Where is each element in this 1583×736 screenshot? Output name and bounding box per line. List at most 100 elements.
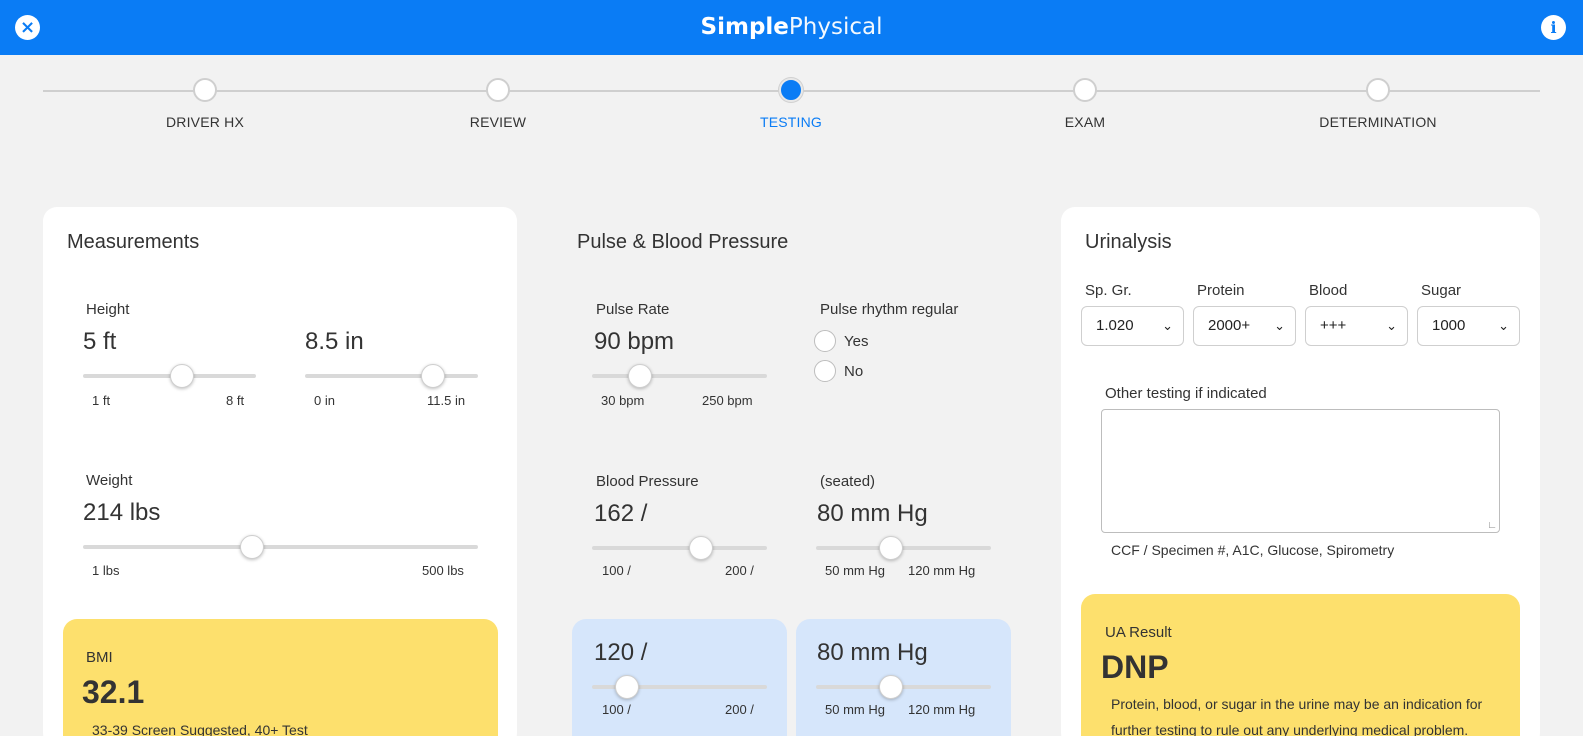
pulse-rate-label: Pulse Rate bbox=[596, 301, 670, 318]
info-icon[interactable]: i bbox=[1541, 15, 1566, 40]
height-feet-value: 5 ft bbox=[83, 328, 117, 355]
recheck-diastolic-max: 120 mm Hg bbox=[908, 702, 976, 717]
step-driver-hx[interactable]: DRIVER HX bbox=[105, 78, 305, 130]
blood-select[interactable]: +++ ⌄ bbox=[1305, 306, 1408, 346]
weight-label: Weight bbox=[86, 472, 133, 489]
chevron-down-icon: ⌄ bbox=[1162, 318, 1173, 333]
step-dot bbox=[193, 78, 217, 102]
sugar-label: Sugar bbox=[1421, 282, 1462, 299]
systolic-slider[interactable] bbox=[592, 536, 767, 560]
weight-max: 500 lbs bbox=[422, 563, 464, 578]
step-label: DETERMINATION bbox=[1319, 114, 1437, 130]
slider-thumb[interactable] bbox=[627, 364, 652, 388]
other-testing-label: Other testing if indicated bbox=[1105, 385, 1267, 402]
rhythm-no-label: No bbox=[844, 362, 864, 380]
resize-grip-icon[interactable]: ∟ bbox=[1487, 520, 1497, 531]
systolic-min: 100 / bbox=[602, 563, 631, 578]
blood-label: Blood bbox=[1309, 282, 1348, 299]
step-dot bbox=[486, 78, 510, 102]
other-testing-textarea[interactable]: ∟ bbox=[1101, 409, 1500, 533]
blood-pressure-label: Blood Pressure bbox=[596, 473, 699, 490]
slider-thumb[interactable] bbox=[879, 536, 904, 560]
step-review[interactable]: REVIEW bbox=[398, 78, 598, 130]
step-testing[interactable]: TESTING bbox=[691, 78, 891, 130]
height-label: Height bbox=[86, 301, 130, 318]
slider-thumb[interactable] bbox=[615, 675, 639, 699]
urinalysis-card: Urinalysis Sp. Gr. 1.020 ⌄ Protein 2000+ ⌄… bbox=[1061, 207, 1540, 736]
recheck-diastolic-min: 50 mm Hg bbox=[825, 702, 885, 717]
chevron-down-icon: ⌄ bbox=[1274, 318, 1285, 333]
ua-result-label: UA Result bbox=[1105, 624, 1172, 641]
bmi-value: 32.1 bbox=[82, 674, 145, 710]
step-exam[interactable]: EXAM bbox=[985, 78, 1185, 130]
slider-track bbox=[592, 546, 767, 550]
brand-bold: Simple bbox=[700, 14, 789, 40]
measurements-card: Measurements Height 5 ft 1 ft 8 ft 8.5 i… bbox=[43, 207, 517, 736]
step-dot bbox=[1366, 78, 1390, 102]
step-label: REVIEW bbox=[469, 114, 527, 130]
slider-thumb[interactable] bbox=[420, 364, 445, 388]
step-label: DRIVER HX bbox=[165, 114, 245, 130]
slider-track bbox=[305, 374, 478, 378]
rhythm-yes-radio[interactable]: Yes bbox=[814, 330, 868, 352]
step-determination[interactable]: DETERMINATION bbox=[1278, 78, 1478, 130]
weight-slider[interactable] bbox=[83, 535, 478, 559]
systolic-value: 162 / bbox=[594, 500, 648, 527]
recheck-diastolic-panel: 80 mm Hg 50 mm Hg 120 mm Hg bbox=[796, 619, 1011, 736]
pulse-rhythm-label: Pulse rhythm regular bbox=[820, 301, 959, 318]
slider-thumb[interactable] bbox=[239, 535, 264, 559]
systolic-max: 200 / bbox=[725, 563, 754, 578]
height-feet-slider[interactable] bbox=[83, 364, 256, 388]
recheck-systolic-max: 200 / bbox=[725, 702, 754, 717]
radio-circle[interactable] bbox=[814, 360, 836, 382]
radio-circle[interactable] bbox=[814, 330, 836, 352]
diastolic-min: 50 mm Hg bbox=[825, 563, 885, 578]
pulse-bp-title: Pulse & Blood Pressure bbox=[577, 231, 789, 253]
step-label: TESTING bbox=[759, 114, 823, 130]
recheck-systolic-slider[interactable] bbox=[592, 675, 767, 699]
height-inches-slider[interactable] bbox=[305, 364, 478, 388]
ua-result-note: Protein, blood, or sugar in the urine ma… bbox=[1111, 696, 1483, 736]
slider-track bbox=[816, 685, 991, 689]
protein-select[interactable]: 2000+ ⌄ bbox=[1193, 306, 1296, 346]
bmi-note: 33-39 Screen Suggested, 40+ Test bbox=[92, 722, 308, 736]
pulse-rate-slider[interactable] bbox=[592, 364, 767, 388]
sp-gr-label: Sp. Gr. bbox=[1085, 282, 1132, 299]
recheck-diastolic-slider[interactable] bbox=[816, 675, 991, 699]
diastolic-slider[interactable] bbox=[816, 536, 991, 560]
sugar-value: 1000 bbox=[1432, 317, 1466, 334]
chevron-down-icon: ⌄ bbox=[1386, 318, 1397, 333]
sp-gr-value: 1.020 bbox=[1096, 317, 1134, 334]
slider-thumb[interactable] bbox=[879, 675, 904, 699]
slider-thumb[interactable] bbox=[169, 364, 194, 388]
height-feet-min: 1 ft bbox=[92, 393, 111, 408]
brand-light: Physical bbox=[788, 14, 883, 40]
protein-label: Protein bbox=[1197, 282, 1245, 299]
sugar-select[interactable]: 1000 ⌄ bbox=[1417, 306, 1520, 346]
recheck-systolic-value: 120 / bbox=[594, 639, 648, 666]
urinalysis-title: Urinalysis bbox=[1085, 231, 1172, 253]
brand-logo: SimplePhysical bbox=[0, 14, 1583, 40]
ua-result-value: DNP bbox=[1101, 649, 1169, 685]
sp-gr-select[interactable]: 1.020 ⌄ bbox=[1081, 306, 1184, 346]
protein-value: 2000+ bbox=[1208, 317, 1251, 334]
ua-result-panel: UA Result DNP Protein, blood, or sugar i… bbox=[1081, 594, 1520, 736]
pulse-min: 30 bpm bbox=[601, 393, 645, 408]
step-dot-active bbox=[779, 78, 803, 102]
slider-thumb[interactable] bbox=[688, 536, 713, 560]
chevron-down-icon: ⌄ bbox=[1498, 318, 1509, 333]
pulse-max: 250 bpm bbox=[702, 393, 753, 408]
seated-label: (seated) bbox=[820, 473, 876, 490]
rhythm-no-radio[interactable]: No bbox=[814, 360, 863, 382]
recheck-systolic-panel: 120 / 100 / 200 / bbox=[572, 619, 787, 736]
blood-value: +++ bbox=[1320, 317, 1347, 334]
slider-track bbox=[816, 546, 991, 550]
bmi-panel: BMI 32.1 33-39 Screen Suggested, 40+ Tes… bbox=[63, 619, 498, 736]
height-inches-max: 11.5 in bbox=[427, 393, 466, 408]
step-label: EXAM bbox=[1064, 114, 1106, 130]
weight-value: 214 lbs bbox=[83, 499, 161, 526]
height-inches-value: 8.5 in bbox=[305, 328, 364, 355]
rhythm-yes-label: Yes bbox=[844, 332, 869, 350]
close-icon[interactable]: × bbox=[15, 15, 40, 40]
diastolic-value: 80 mm Hg bbox=[817, 500, 928, 527]
